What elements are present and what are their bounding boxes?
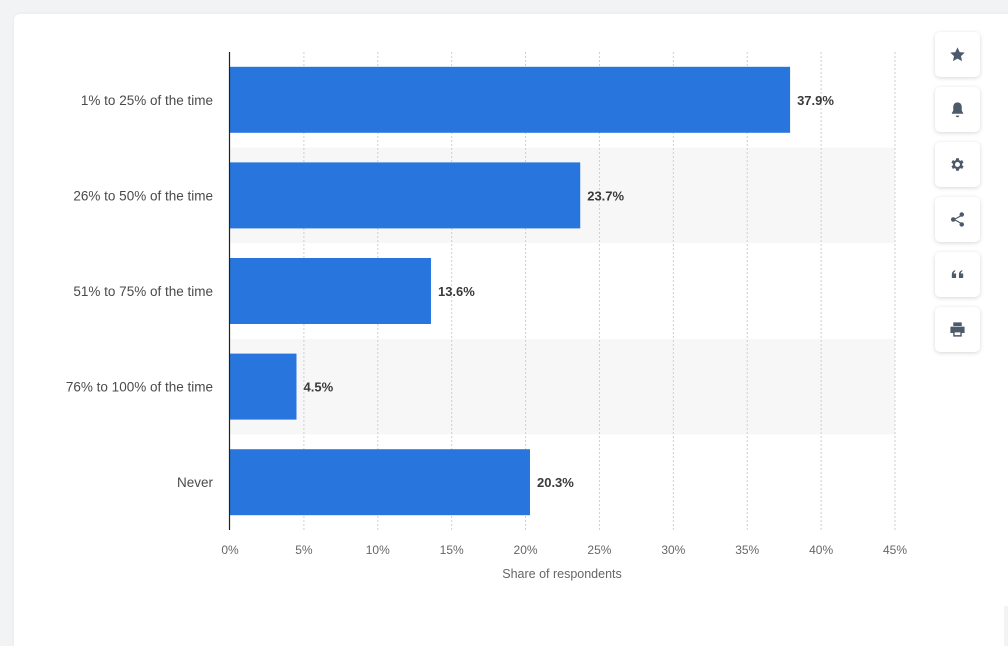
x-tick-label: 35% (735, 543, 759, 557)
x-tick-label: 20% (514, 543, 538, 557)
print-button[interactable] (935, 307, 980, 352)
settings-button[interactable] (935, 142, 980, 187)
bar (230, 258, 431, 324)
bar (230, 449, 530, 516)
x-tick-label: 45% (883, 543, 907, 557)
value-label: 37.9% (797, 93, 834, 108)
share-button[interactable] (935, 197, 980, 242)
share-icon (950, 212, 965, 227)
bar (230, 353, 297, 420)
star-icon (950, 47, 965, 62)
x-tick-label: 30% (661, 543, 685, 557)
category-label: 26% to 50% of the time (73, 188, 213, 203)
x-tick-label: 15% (440, 543, 464, 557)
quote-icon (951, 270, 964, 279)
x-tick-label: 25% (587, 543, 611, 557)
favorite-button[interactable] (935, 32, 980, 77)
x-tick-label: 10% (366, 543, 390, 557)
value-label: 23.7% (587, 188, 624, 203)
bell-icon (951, 102, 964, 118)
category-label: 76% to 100% of the time (66, 380, 213, 395)
category-label: Never (177, 475, 214, 490)
notification-button[interactable] (935, 87, 980, 132)
bar (230, 66, 791, 133)
value-label: 13.6% (438, 284, 475, 299)
row-band (230, 338, 895, 435)
print-icon (950, 322, 965, 337)
category-label: 51% to 75% of the time (73, 284, 213, 299)
value-label: 20.3% (537, 475, 574, 490)
bar (230, 162, 581, 229)
cite-button[interactable] (935, 252, 980, 297)
x-tick-label: 40% (809, 543, 833, 557)
page-background-edge (1004, 606, 1008, 646)
x-tick-label: 0% (221, 543, 239, 557)
x-axis-title: Share of respondents (502, 567, 622, 581)
category-label: 1% to 25% of the time (81, 93, 213, 108)
value-label: 4.5% (304, 380, 334, 395)
gear-icon (951, 158, 964, 171)
x-tick-label: 5% (295, 543, 313, 557)
